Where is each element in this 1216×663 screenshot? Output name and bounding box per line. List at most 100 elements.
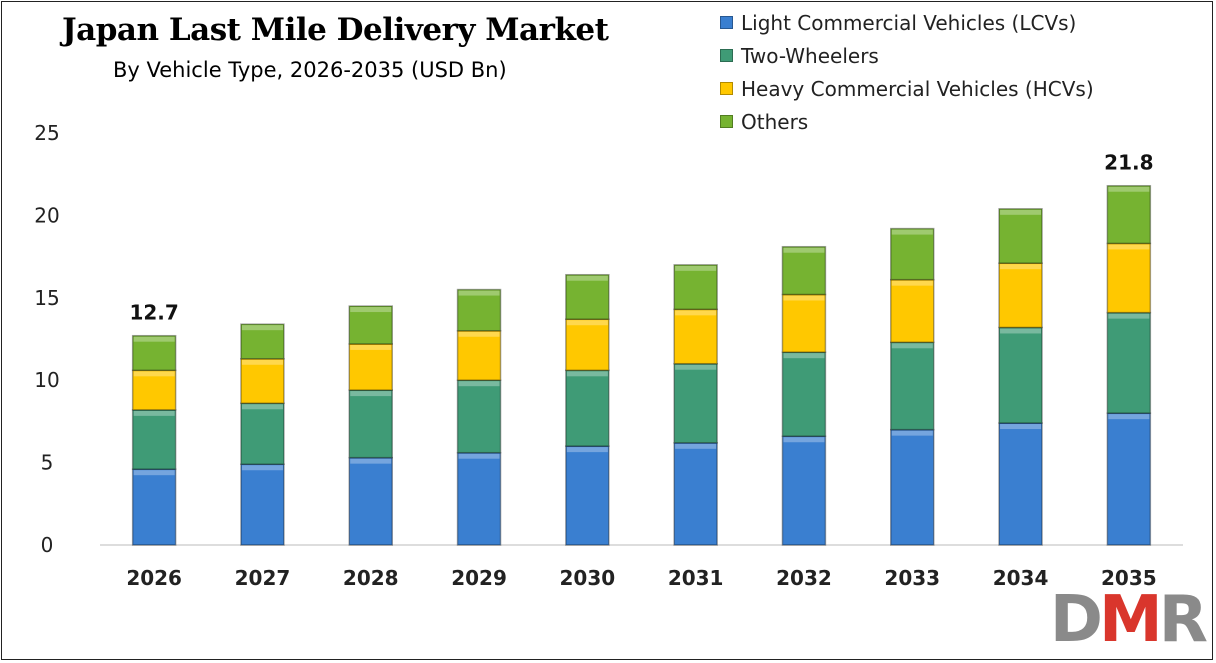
- legend-item-others: Others: [720, 105, 1094, 138]
- x-tick-label: 2027: [235, 566, 291, 590]
- bar-segment-1: [565, 369, 610, 447]
- bar-bevel: [133, 336, 175, 342]
- y-tick-label: 0: [41, 533, 54, 557]
- bar-bevel: [783, 247, 825, 253]
- bar-segment-2: [890, 278, 935, 344]
- x-tick-label: 2028: [343, 566, 399, 590]
- bar-segment-1: [781, 351, 827, 437]
- bar-segment-3: [781, 245, 827, 296]
- bar-segment-2: [565, 318, 610, 372]
- legend-label: Light Commercial Vehicles (LCVs): [741, 10, 1077, 35]
- bar-segment-1: [890, 341, 935, 431]
- data-label: 21.8: [1104, 151, 1153, 175]
- legend-swatch: [720, 49, 733, 62]
- legend-item-two-wheelers: Two-Wheelers: [720, 39, 1094, 72]
- bar-segment-2: [781, 293, 827, 353]
- y-tick-label: 15: [34, 286, 59, 310]
- bar-segment-3: [456, 288, 502, 332]
- bar-bevel: [1000, 424, 1042, 430]
- bar-bevel: [1108, 313, 1150, 319]
- bar-segment-0: [348, 456, 393, 546]
- bar-segment-0: [240, 463, 285, 546]
- bar-bevel: [133, 371, 175, 377]
- bar-bevel: [891, 430, 933, 436]
- bar-segment-0: [1106, 412, 1152, 546]
- bar-bevel: [891, 343, 933, 349]
- bar-bevel: [891, 280, 933, 286]
- bar-segment-0: [565, 445, 610, 546]
- bar-segment-1: [998, 326, 1043, 424]
- bar-segment-0: [673, 442, 718, 546]
- bar-segment-2: [673, 308, 718, 365]
- bar-segment-3: [890, 227, 935, 281]
- legend-label: Others: [741, 109, 809, 134]
- bar-bevel: [133, 410, 175, 416]
- bar-bevel: [458, 381, 500, 387]
- bar-segment-2: [1106, 242, 1152, 314]
- x-tick-label: 2032: [776, 566, 832, 590]
- bar-bevel: [1108, 244, 1150, 250]
- bar-segment-1: [673, 362, 718, 444]
- bar-bevel: [675, 364, 717, 370]
- bar-segment-0: [890, 428, 935, 546]
- bar-bevel: [675, 265, 717, 271]
- bar-segment-3: [565, 273, 610, 320]
- bar-segment-1: [240, 402, 285, 465]
- bar-bevel: [1108, 414, 1150, 420]
- bar-segment-2: [456, 330, 502, 381]
- bar-bevel: [350, 458, 392, 464]
- legend-label: Heavy Commercial Vehicles (HCVs): [741, 76, 1094, 101]
- bar-bevel: [241, 465, 283, 471]
- bar-segment-2: [998, 262, 1043, 329]
- bar-segment-3: [348, 305, 393, 345]
- chart-subtitle: By Vehicle Type, 2026-2035 (USD Bn): [113, 58, 507, 82]
- x-tick-label: 2035: [1101, 566, 1157, 590]
- legend-swatch: [720, 115, 733, 128]
- bar-bevel: [783, 295, 825, 301]
- bar-bevel: [458, 453, 500, 459]
- bar-segment-3: [998, 208, 1043, 264]
- bar-bevel: [350, 391, 392, 397]
- bar-bevel: [241, 404, 283, 410]
- legend-swatch: [720, 16, 733, 29]
- x-tick-label: 2031: [668, 566, 724, 590]
- bar-bevel: [566, 275, 608, 281]
- bar-bevel: [566, 447, 608, 453]
- bar-segment-1: [1106, 311, 1152, 414]
- bar-bevel: [133, 470, 175, 476]
- bar-bevel: [566, 320, 608, 326]
- bar-bevel: [350, 344, 392, 350]
- bar-bevel: [1108, 186, 1150, 192]
- y-tick-label: 25: [34, 121, 59, 145]
- bar-segment-3: [673, 264, 718, 311]
- x-tick-label: 2034: [993, 566, 1049, 590]
- bar-bevel: [783, 437, 825, 443]
- bar-segment-1: [348, 389, 393, 459]
- bar-segment-1: [131, 409, 177, 470]
- x-tick-label: 2033: [884, 566, 940, 590]
- bar-segment-2: [240, 358, 285, 405]
- bar-bevel: [891, 229, 933, 235]
- bar-segment-2: [348, 343, 393, 391]
- bar-bevel: [675, 443, 717, 449]
- bar-segment-0: [131, 468, 177, 546]
- x-tick-label: 2026: [126, 566, 182, 590]
- y-tick-label: 5: [41, 451, 54, 475]
- legend-item-hcv: Heavy Commercial Vehicles (HCVs): [720, 72, 1094, 105]
- x-tick-label: 2029: [451, 566, 507, 590]
- bar-bevel: [458, 331, 500, 337]
- bar-bevel: [1000, 209, 1042, 215]
- bar-segment-0: [456, 451, 502, 546]
- bar-bevel: [350, 307, 392, 313]
- bar-bevel: [458, 290, 500, 296]
- legend-label: Two-Wheelers: [741, 43, 879, 68]
- bar-bevel: [566, 371, 608, 377]
- legend: Light Commercial Vehicles (LCVs) Two-Whe…: [720, 6, 1094, 138]
- bar-segment-0: [998, 422, 1043, 546]
- bar-bevel: [783, 353, 825, 359]
- bar-segment-3: [131, 334, 177, 372]
- dmr-logo: DMR: [1049, 583, 1208, 657]
- legend-swatch: [720, 82, 733, 95]
